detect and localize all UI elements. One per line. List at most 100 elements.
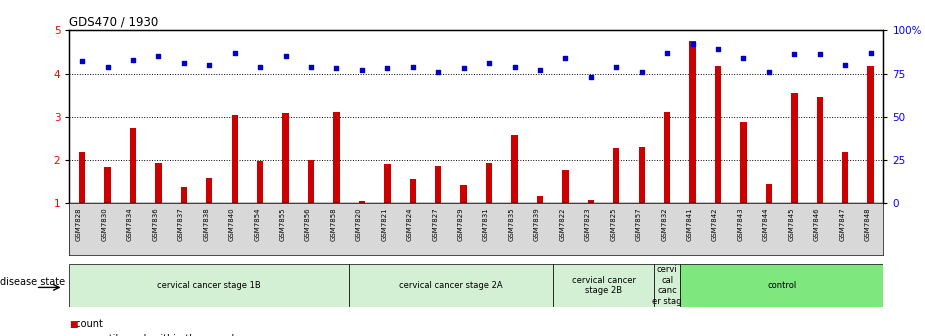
Text: GSM7841: GSM7841 <box>686 207 693 241</box>
Text: GSM7856: GSM7856 <box>305 207 311 241</box>
Text: GSM7821: GSM7821 <box>381 207 388 241</box>
Bar <box>69 264 350 307</box>
Text: GSM7838: GSM7838 <box>204 207 209 241</box>
Bar <box>350 264 553 307</box>
Text: GSM7828: GSM7828 <box>76 207 82 241</box>
Text: GSM7829: GSM7829 <box>458 207 463 241</box>
Bar <box>553 264 655 307</box>
Point <box>303 64 318 69</box>
Text: GSM7857: GSM7857 <box>635 207 642 241</box>
Text: cervical cancer stage 2A: cervical cancer stage 2A <box>399 281 503 290</box>
Text: count: count <box>69 319 104 329</box>
Point <box>354 67 369 73</box>
Text: ■: ■ <box>69 335 78 336</box>
Point <box>584 74 598 80</box>
Bar <box>130 128 136 203</box>
Point <box>761 69 776 75</box>
Bar <box>206 178 213 203</box>
Text: GSM7854: GSM7854 <box>254 207 260 241</box>
Text: GSM7835: GSM7835 <box>509 207 514 241</box>
Text: control: control <box>767 281 796 290</box>
Bar <box>384 164 390 203</box>
Point <box>507 64 522 69</box>
Bar <box>536 196 543 203</box>
Text: GSM7824: GSM7824 <box>407 207 413 241</box>
Point <box>609 64 623 69</box>
Point <box>787 52 802 57</box>
Bar <box>680 264 883 307</box>
Text: disease state: disease state <box>0 277 65 287</box>
Text: GSM7847: GSM7847 <box>839 207 845 241</box>
Point <box>558 55 573 60</box>
Point <box>75 59 90 64</box>
Text: GSM7842: GSM7842 <box>712 207 718 241</box>
Point <box>329 66 344 71</box>
Text: GSM7836: GSM7836 <box>153 207 158 241</box>
Point <box>533 67 548 73</box>
Text: cervi
cal
canc
er stag: cervi cal canc er stag <box>652 265 682 306</box>
Text: ■: ■ <box>69 320 78 329</box>
Point <box>253 64 267 69</box>
Point <box>380 66 395 71</box>
Bar <box>282 113 289 203</box>
Point <box>456 66 471 71</box>
Text: GSM7825: GSM7825 <box>610 207 616 241</box>
Text: GSM7858: GSM7858 <box>330 207 337 241</box>
Text: GSM7845: GSM7845 <box>788 207 795 241</box>
Text: GSM7820: GSM7820 <box>356 207 362 241</box>
Point <box>177 60 191 66</box>
Bar <box>791 93 797 203</box>
Text: GSM7840: GSM7840 <box>228 207 235 241</box>
Point <box>202 62 216 68</box>
Bar <box>655 264 680 307</box>
Point <box>482 60 497 66</box>
Bar <box>842 152 848 203</box>
Point <box>151 53 166 59</box>
Text: GSM7848: GSM7848 <box>865 207 870 241</box>
Bar <box>79 152 85 203</box>
Text: GSM7822: GSM7822 <box>560 207 565 241</box>
Bar <box>461 185 467 203</box>
Text: GSM7855: GSM7855 <box>279 207 286 241</box>
Bar <box>766 184 772 203</box>
Bar <box>740 122 746 203</box>
Bar <box>410 179 416 203</box>
Bar <box>155 163 162 203</box>
Text: GSM7839: GSM7839 <box>534 207 540 241</box>
Point <box>126 57 141 62</box>
Text: GSM7846: GSM7846 <box>814 207 820 241</box>
Text: GSM7844: GSM7844 <box>763 207 769 241</box>
Bar <box>868 66 874 203</box>
Bar <box>359 201 365 203</box>
Point <box>635 69 649 75</box>
Bar <box>613 148 620 203</box>
Bar <box>664 112 671 203</box>
Bar <box>486 163 492 203</box>
Point <box>710 47 725 52</box>
Bar <box>638 147 645 203</box>
Point <box>278 53 293 59</box>
Point <box>431 69 446 75</box>
Bar <box>180 187 187 203</box>
Point <box>863 50 878 55</box>
Point <box>228 50 242 55</box>
Bar <box>435 166 441 203</box>
Text: GSM7834: GSM7834 <box>127 207 133 241</box>
Point <box>405 64 420 69</box>
Text: percentile rank within the sample: percentile rank within the sample <box>69 334 240 336</box>
Text: GSM7823: GSM7823 <box>585 207 591 241</box>
Bar <box>105 167 111 203</box>
Text: GSM7830: GSM7830 <box>102 207 107 241</box>
Text: GDS470 / 1930: GDS470 / 1930 <box>69 15 158 28</box>
Bar <box>231 115 238 203</box>
Bar <box>587 200 594 203</box>
Text: cervical cancer stage 1B: cervical cancer stage 1B <box>157 281 261 290</box>
Bar <box>817 97 823 203</box>
Bar <box>257 161 264 203</box>
Text: GSM7837: GSM7837 <box>178 207 184 241</box>
Bar <box>715 66 722 203</box>
Bar <box>562 170 569 203</box>
Text: GSM7827: GSM7827 <box>432 207 438 241</box>
Point <box>100 64 115 69</box>
Point <box>838 62 853 68</box>
